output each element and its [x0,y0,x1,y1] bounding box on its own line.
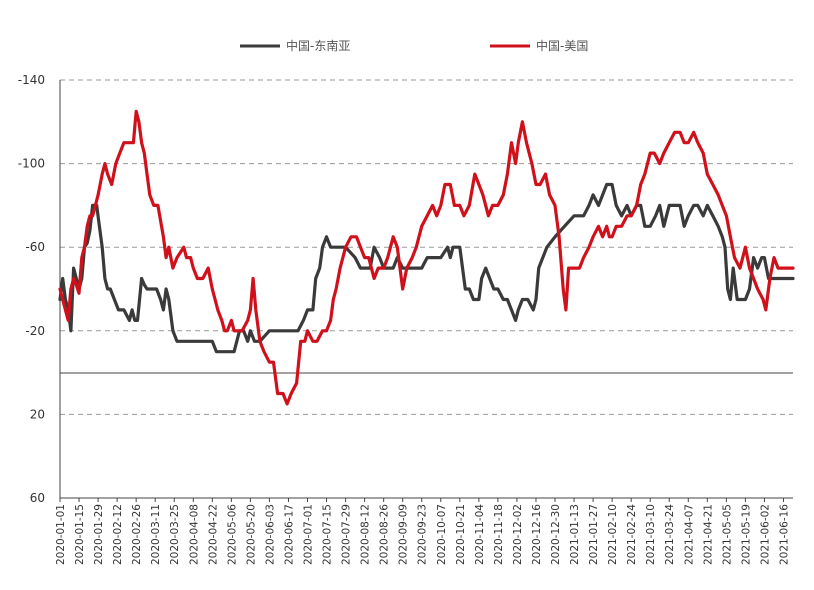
x-tick-label: 2020-07-29 [341,504,353,565]
x-tick-label: 2020-06-03 [264,504,276,565]
x-tick-label: 2020-03-11 [150,504,162,565]
x-tick-label: 2020-07-01 [303,504,315,565]
x-tick-label: 2021-02-10 [607,504,619,565]
y-tick-label: 20 [30,407,45,421]
x-tick-label: 2020-02-26 [131,504,143,565]
x-tick-label: 2020-11-04 [474,504,486,565]
x-tick-label: 2020-10-21 [455,504,467,565]
x-tick-label: 2020-03-25 [169,504,181,565]
x-tick-label: 2020-12-02 [512,504,524,565]
x-tick-label: 2020-05-06 [226,504,238,565]
y-tick-label: -100 [18,157,45,171]
x-tick-label: 2020-07-15 [322,504,334,565]
x-axis-ticks: 2020-01-01 2020-01-15 2020-01-29 2020-02-12… [55,498,790,565]
x-tick-label: 2020-08-12 [360,504,372,565]
x-tick-label: 2021-03-10 [645,504,657,565]
y-tick-label: -20 [25,324,45,338]
x-tick-label: 2021-01-27 [588,504,600,565]
x-tick-label: 2020-09-09 [398,504,410,565]
series-lines [58,109,795,406]
x-tick-label: 2020-01-15 [74,504,86,565]
x-tick-label: 2021-05-19 [740,504,752,565]
x-tick-label: 2021-06-16 [778,504,790,565]
x-tick-label: 2020-06-17 [283,504,295,565]
x-tick-label: 2020-01-29 [93,504,105,565]
x-tick-label: 2020-04-08 [188,504,200,565]
series-line-2 [58,109,795,406]
x-tick-label: 2020-10-07 [436,504,448,565]
legend-label-series-1: 中国-东南亚 [286,38,350,53]
x-tick-label: 2021-03-24 [664,504,676,565]
x-tick-label: 2020-01-01 [55,504,67,565]
x-tick-label: 2021-04-07 [683,504,695,565]
x-tick-label: 2020-04-22 [207,504,219,565]
x-tick-label: 2020-11-18 [493,504,505,565]
series-line-1 [58,182,795,354]
x-tick-label: 2021-02-24 [626,504,638,565]
x-tick-label: 2020-05-20 [245,504,257,565]
x-tick-label: 2021-06-02 [759,504,771,565]
x-tick-label: 2020-12-16 [531,504,543,565]
x-tick-label: 2021-01-13 [569,504,581,565]
y-tick-label: 60 [30,491,45,505]
y-axis-ticks: -140 -100 -60 -20 20 60 [18,73,45,505]
x-tick-label: 2021-05-05 [721,504,733,565]
x-tick-label: 2021-04-21 [702,504,714,565]
legend: 中国-东南亚 中国-美国 [240,38,588,53]
x-tick-label: 2020-12-30 [550,504,562,565]
x-tick-label: 2020-02-12 [112,504,124,565]
legend-label-series-2: 中国-美国 [536,38,588,53]
y-tick-label: -140 [18,73,45,87]
y-tick-label: -60 [25,240,45,254]
x-tick-label: 2020-09-23 [417,504,429,565]
x-tick-label: 2020-08-26 [379,504,391,565]
